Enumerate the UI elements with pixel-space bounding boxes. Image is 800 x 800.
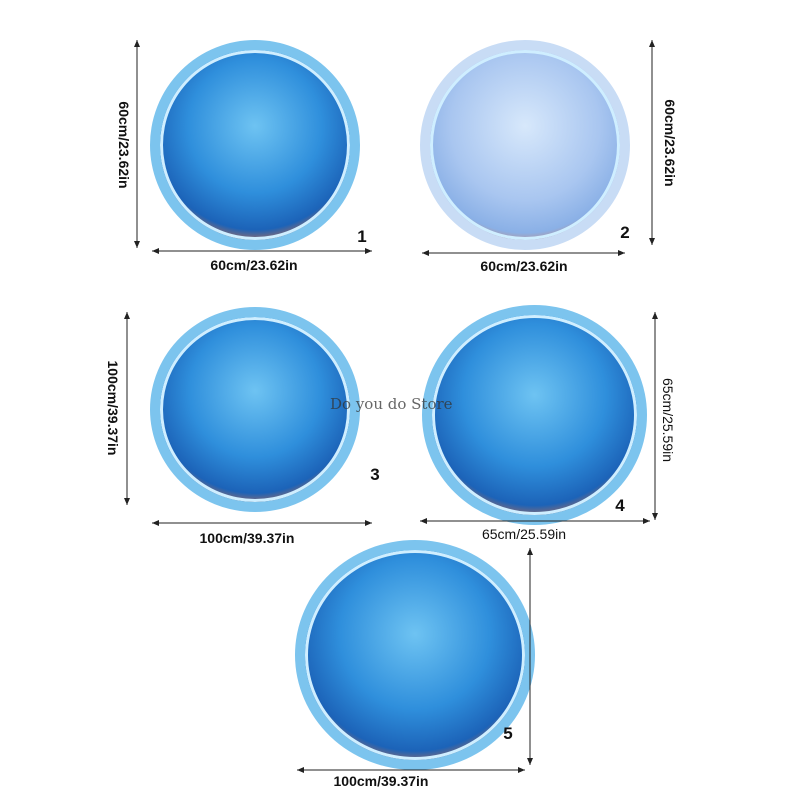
mat-4-number: 4 — [615, 496, 625, 515]
mat-4-height-label: 65cm/25.59in — [660, 377, 676, 463]
watermark: Do you do Store — [330, 395, 453, 413]
mat-2-number: 2 — [620, 223, 630, 242]
mat-1-height-label: 60cm/23.62in — [116, 101, 132, 189]
water-mat-3-image — [150, 307, 360, 512]
mat-4-width-label: 65cm/25.59in — [481, 526, 567, 542]
mat-2-height-label: 60cm/23.62in — [662, 99, 678, 187]
water-mat-4-image — [422, 305, 647, 525]
mat-3-height-label: 100cm/39.37in — [105, 360, 121, 456]
mat-5-number: 5 — [503, 724, 513, 743]
water-mat-2-image — [420, 40, 630, 250]
mat-3-number: 3 — [370, 465, 380, 484]
mat-1-number: 1 — [357, 227, 367, 246]
mat-2-width-label: 60cm/23.62in — [480, 258, 568, 274]
mat-5-width-label: 100cm/39.37in — [333, 773, 429, 789]
water-mat-1-image — [150, 40, 360, 250]
mat-1-width-label: 60cm/23.62in — [210, 257, 298, 273]
water-mat-5-image — [295, 540, 535, 770]
mat-3-width-label: 100cm/39.37in — [199, 530, 295, 546]
